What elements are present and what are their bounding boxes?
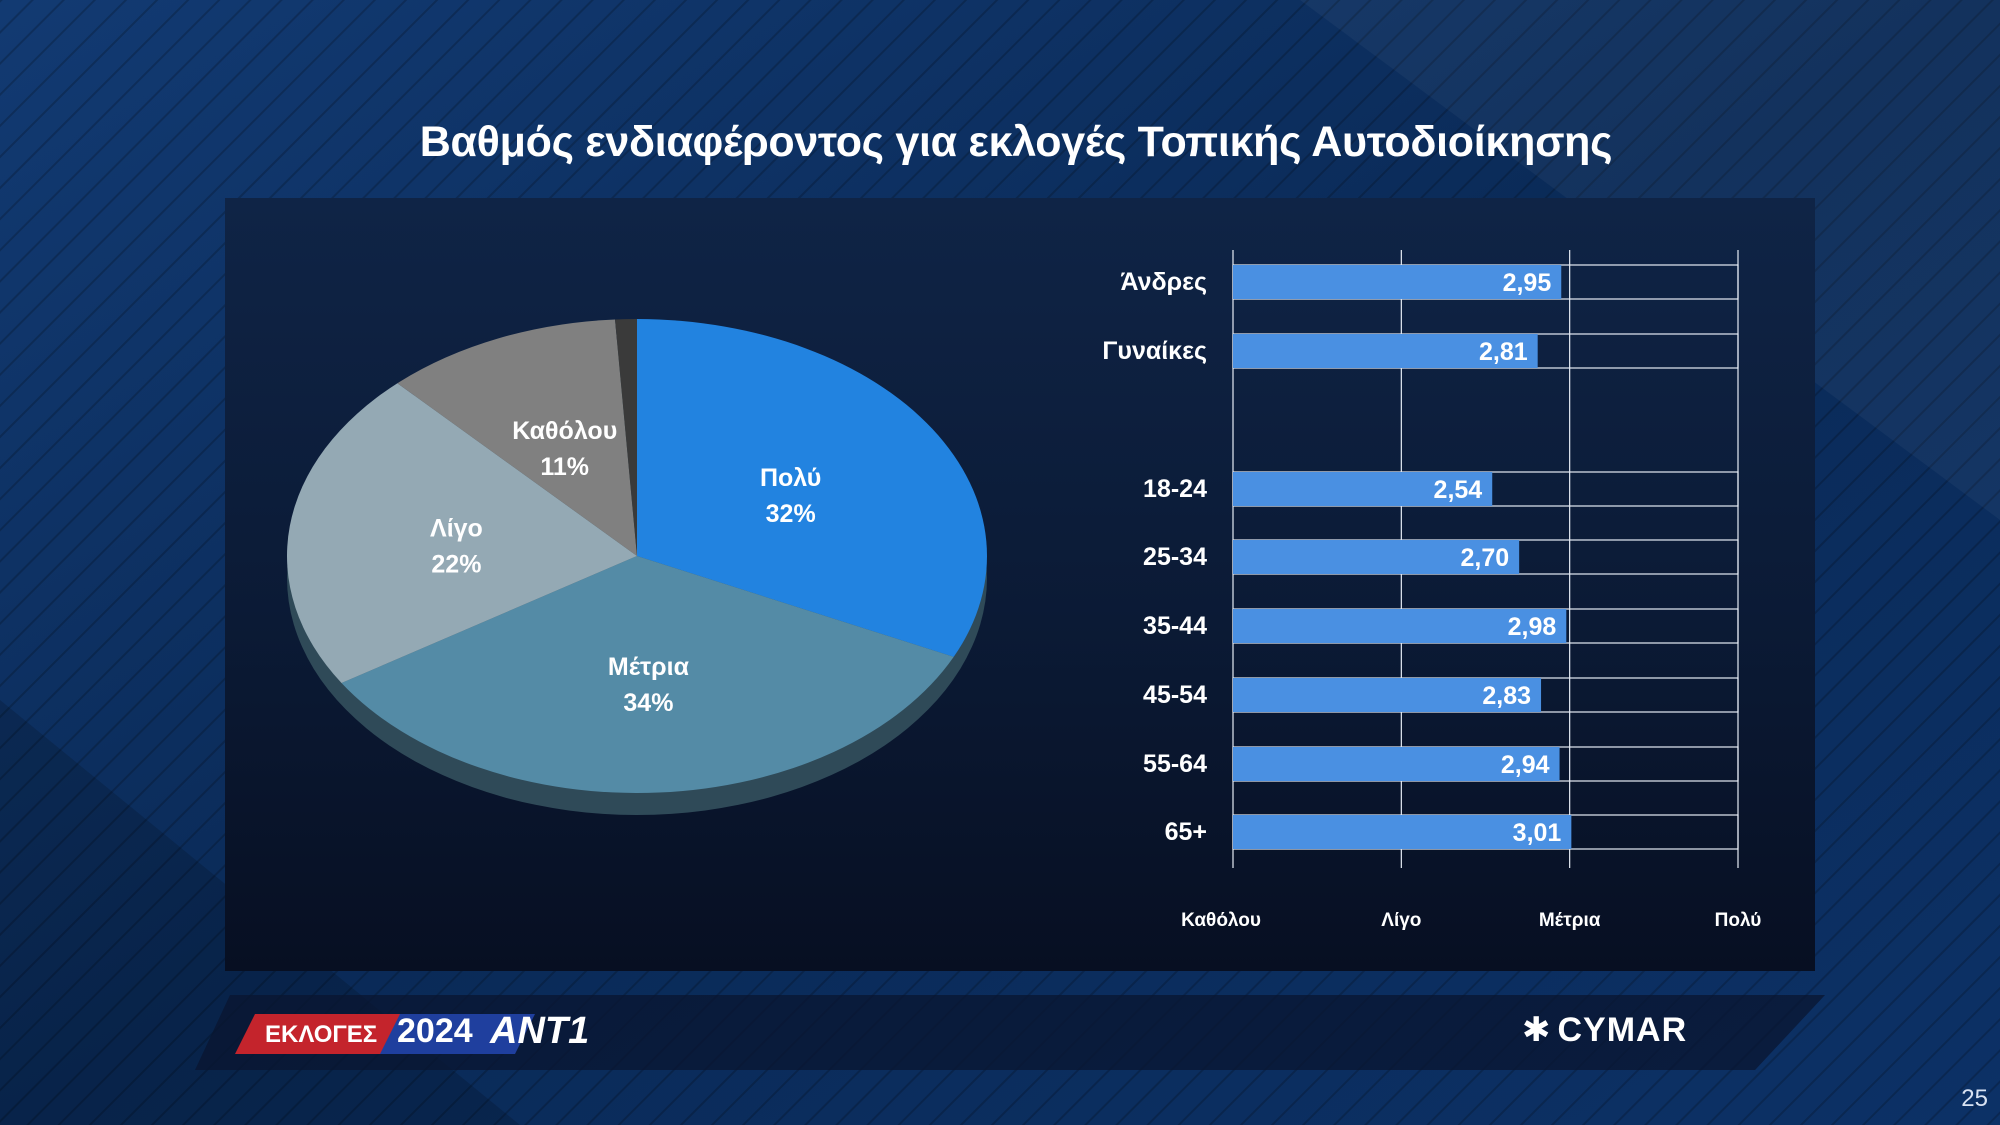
election-tag: ΕΚΛΟΓΕΣ (265, 1021, 378, 1048)
pollster-logo-icon: ✱ (1522, 1011, 1552, 1049)
bar-7 (1233, 815, 1572, 849)
pie-value-0: 32% (766, 500, 816, 528)
bar-value-label-4: 2,98 (1508, 613, 1557, 641)
category-label-4: 35-44 (1143, 612, 1207, 640)
election-year: 2024 (397, 1012, 473, 1050)
pie-slice-remainder (615, 319, 637, 556)
pie-label-0: Πολύ (760, 464, 821, 492)
category-label-5: 45-54 (1143, 681, 1207, 709)
page-number: 25 (1961, 1085, 1988, 1112)
pie-label-2: Λίγο (430, 515, 483, 543)
x-tick-label-3: Πολύ (1715, 910, 1762, 931)
pollster-name: CYMAR (1557, 1011, 1688, 1049)
bar-value-label-3: 2,70 (1460, 544, 1509, 572)
x-tick-label-1: Λίγο (1381, 910, 1421, 931)
category-label-2: 18-24 (1143, 475, 1207, 503)
bar-value-label-6: 2,94 (1501, 751, 1550, 779)
pie-label-3: Καθόλου (512, 417, 617, 445)
election-banner-shape (235, 1014, 535, 1054)
bar-3 (1233, 540, 1520, 574)
category-label-3: 25-34 (1143, 543, 1207, 571)
pie-label-1: Μέτρια (608, 653, 690, 681)
bar-value-label-2: 2,54 (1434, 476, 1483, 504)
bar-0 (1233, 265, 1562, 299)
bar-value-label-0: 2,95 (1503, 269, 1552, 297)
pie-slice-0 (637, 319, 987, 657)
category-label-7: 65+ (1165, 818, 1207, 846)
pollster-branding: ✱ CYMAR (1522, 1010, 1687, 1050)
bar-chart: Καθόλου Λίγο Μέτρια Πολύ 2,95 Άνδρες 2,81 Γυναί… (1102, 250, 1762, 931)
pie-value-3: 11% (540, 453, 589, 481)
bar-value-label-1: 2,81 (1479, 338, 1528, 366)
pie-slice-3 (397, 319, 637, 556)
pie-chart: Πολύ 32% Μέτρια 34% Λίγο 22% Καθόλου 11% (287, 319, 987, 815)
page-title: Βαθμός ενδιαφέροντος για εκλογές Τοπικής… (419, 118, 1613, 166)
x-tick-label-0: Καθόλου (1181, 910, 1261, 931)
pie-value-1: 34% (623, 689, 673, 717)
bar-value-label-7: 3,01 (1513, 819, 1562, 847)
pie-value-2: 22% (431, 551, 481, 579)
bar-4 (1233, 609, 1567, 643)
category-label-0: Άνδρες (1120, 268, 1207, 296)
category-label-6: 55-64 (1143, 750, 1207, 778)
pie-slice-1 (341, 556, 954, 793)
channel-logo: ANT1 (490, 1010, 590, 1052)
bar-2 (1233, 472, 1493, 506)
x-tick-label-2: Μέτρια (1539, 910, 1601, 931)
bar-1 (1233, 334, 1538, 368)
chart-panel: Πολύ 32% Μέτρια 34% Λίγο 22% Καθόλου 11% Καθόλο… (225, 198, 1815, 971)
bar-value-label-5: 2,83 (1482, 682, 1531, 710)
pie-slice-2 (287, 383, 637, 683)
category-label-1: Γυναίκες (1102, 337, 1207, 365)
bar-5 (1233, 678, 1542, 712)
bar-6 (1233, 747, 1560, 781)
